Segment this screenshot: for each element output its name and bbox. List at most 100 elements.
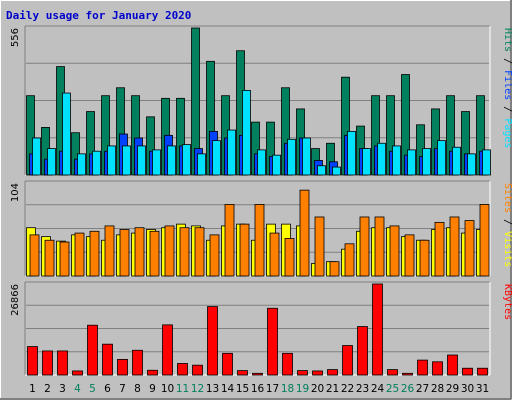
day-label-13: 13 xyxy=(206,383,219,395)
bar-kbytes-day-22 xyxy=(342,345,353,376)
bar-kbytes-day-7 xyxy=(117,359,128,376)
bar-pages-day-26 xyxy=(407,149,416,176)
bar-pages-day-31 xyxy=(482,149,491,176)
bar-pages-day-27 xyxy=(422,148,431,176)
bar-pages-day-19 xyxy=(302,137,311,176)
bar-kbytes-day-21 xyxy=(327,369,338,376)
bar-pages-day-12 xyxy=(197,153,206,176)
bar-sites-day-12 xyxy=(194,227,205,277)
bar-sites-day-14 xyxy=(224,204,235,277)
bar-pages-day-7 xyxy=(122,145,131,176)
day-label-27: 27 xyxy=(416,383,429,395)
right-label-kbytes: KBytes xyxy=(502,284,512,320)
bar-kbytes-day-23 xyxy=(357,326,368,376)
bar-sites-day-10 xyxy=(164,225,175,277)
bar-kbytes-day-12 xyxy=(192,364,203,376)
day-label-18: 18 xyxy=(281,383,294,395)
bar-pages-day-13 xyxy=(212,140,221,176)
bar-sites-day-30 xyxy=(464,220,475,277)
bar-sites-day-16 xyxy=(254,204,265,277)
right-series-labels: Sites / Visits xyxy=(502,183,512,267)
bar-kbytes-day-11 xyxy=(177,363,188,376)
bar-sites-day-8 xyxy=(134,227,145,277)
bar-pages-day-8 xyxy=(137,145,146,176)
bar-sites-day-17 xyxy=(269,232,280,277)
bar-sites-day-19 xyxy=(299,189,310,277)
bar-kbytes-day-15 xyxy=(237,370,248,376)
day-label-11: 11 xyxy=(176,383,189,395)
day-label-7: 7 xyxy=(119,383,126,395)
bar-kbytes-day-30 xyxy=(462,367,473,376)
right-label-hits: Hits xyxy=(502,28,512,52)
bar-pages-day-11 xyxy=(182,144,191,176)
bar-sites-day-25 xyxy=(389,225,400,277)
day-label-28: 28 xyxy=(431,383,444,395)
bar-kbytes-day-10 xyxy=(162,324,173,376)
bar-kbytes-day-9 xyxy=(147,369,158,376)
day-label-25: 25 xyxy=(386,383,399,395)
bar-kbytes-day-3 xyxy=(57,350,68,376)
bar-pages-day-17 xyxy=(272,154,281,176)
bar-kbytes-day-13 xyxy=(207,306,218,376)
bar-kbytes-day-25 xyxy=(387,369,398,376)
day-label-4: 4 xyxy=(74,383,81,395)
bar-sites-day-15 xyxy=(239,223,250,277)
bar-pages-day-21 xyxy=(332,166,341,176)
bar-sites-day-9 xyxy=(149,230,160,277)
day-label-17: 17 xyxy=(266,383,279,395)
day-label-31: 31 xyxy=(476,383,489,395)
label-separator: / xyxy=(502,52,512,70)
chart-title: Daily usage for January 2020 xyxy=(6,9,191,22)
bar-sites-day-11 xyxy=(179,227,190,277)
day-label-9: 9 xyxy=(149,383,156,395)
right-label-visits: Visits xyxy=(502,231,512,267)
bar-sites-day-21 xyxy=(329,261,340,277)
label-separator: / xyxy=(502,100,512,118)
bar-pages-day-16 xyxy=(257,149,266,176)
day-label-12: 12 xyxy=(191,383,204,395)
bar-kbytes-day-5 xyxy=(87,324,98,376)
day-label-10: 10 xyxy=(161,383,174,395)
chart-panels: 556 Hits / Files / Pages 104 Sites / Visits… xyxy=(10,25,512,376)
bar-pages-day-15 xyxy=(242,90,251,176)
bar-pages-day-6 xyxy=(107,145,116,176)
bar-pages-day-22 xyxy=(347,130,356,176)
bar-pages-day-18 xyxy=(287,138,296,176)
day-label-19: 19 xyxy=(296,383,309,395)
bar-pages-day-28 xyxy=(437,140,446,176)
day-label-1: 1 xyxy=(29,383,36,395)
bar-sites-day-20 xyxy=(314,216,325,277)
panel-1: 556 Hits / Files / Pages xyxy=(10,25,512,176)
day-labels: 1 2 3 4 5 6 7 8 9 10 11 12 13 14 15 16 17 18 19 20 21 22 23 24 2… xyxy=(29,383,489,395)
bar-sites-day-2 xyxy=(44,239,55,277)
bar-sites-day-23 xyxy=(359,216,370,277)
day-label-6: 6 xyxy=(104,383,111,395)
bar-sites-day-31 xyxy=(479,204,490,277)
bar-sites-day-26 xyxy=(404,234,415,277)
day-label-3: 3 xyxy=(59,383,66,395)
right-series-labels: KBytes xyxy=(502,284,512,320)
bar-kbytes-day-1 xyxy=(27,346,38,376)
label-separator: / xyxy=(502,213,512,231)
right-label-files: Files xyxy=(502,70,512,100)
day-label-24: 24 xyxy=(371,383,385,395)
day-label-5: 5 xyxy=(89,383,96,395)
bar-pages-day-4 xyxy=(77,153,86,176)
bar-pages-day-5 xyxy=(92,150,101,176)
right-label-pages: Pages xyxy=(502,118,512,148)
day-label-15: 15 xyxy=(236,383,249,395)
bar-sites-day-28 xyxy=(434,221,445,277)
day-label-20: 20 xyxy=(311,383,324,395)
bar-pages-day-20 xyxy=(317,165,326,176)
bar-kbytes-day-17 xyxy=(267,307,278,376)
day-label-16: 16 xyxy=(251,383,265,395)
bar-pages-day-9 xyxy=(152,149,161,176)
bar-pages-day-29 xyxy=(452,146,461,176)
bar-kbytes-day-6 xyxy=(102,343,113,376)
right-label-sites: Sites xyxy=(502,183,512,213)
bar-kbytes-day-28 xyxy=(432,361,443,376)
day-label-2: 2 xyxy=(44,383,51,395)
bar-kbytes-day-16 xyxy=(252,372,263,376)
day-label-14: 14 xyxy=(221,383,235,395)
